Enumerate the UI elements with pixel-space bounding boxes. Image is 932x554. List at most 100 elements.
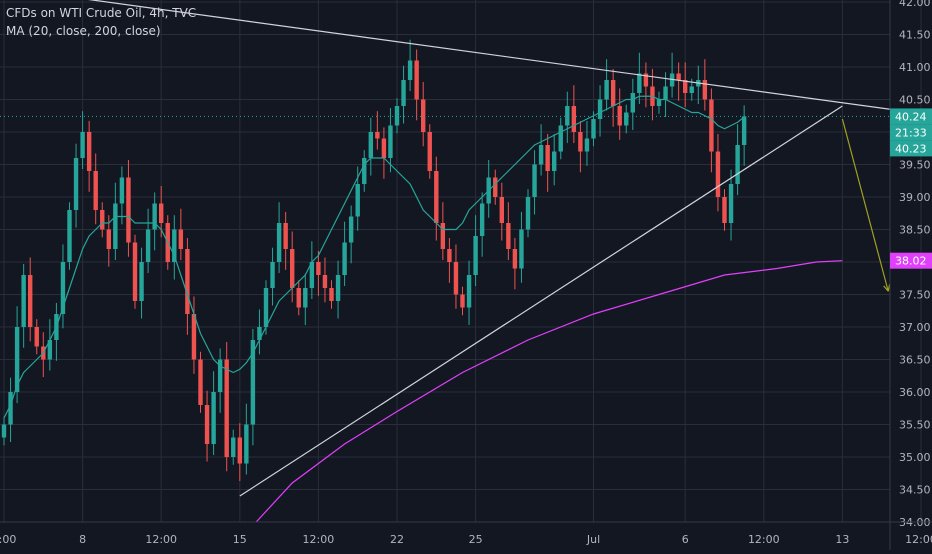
candle-body: [421, 99, 426, 132]
projection-arrow-head: [883, 285, 889, 292]
candle-body: [34, 327, 39, 347]
y-tick-label: 35.00: [899, 451, 931, 464]
candle-body: [591, 119, 596, 139]
candle-body: [368, 132, 373, 158]
x-tick-label: 6: [682, 533, 689, 546]
x-tick-label: 15: [233, 533, 247, 546]
candle-body: [257, 327, 262, 340]
candle-body: [362, 158, 367, 184]
ma20-layer: [3, 95, 745, 419]
candle-body: [303, 288, 308, 308]
countdown-tag: 21:33: [895, 126, 927, 139]
x-tick-label: 8: [79, 533, 86, 546]
candle-body: [388, 125, 393, 158]
candle-body: [119, 177, 125, 204]
ma200-price-tag: 38.02: [895, 255, 927, 268]
trendlines-layer: [0, 0, 891, 497]
candle-body: [624, 112, 629, 126]
candle-body: [93, 171, 98, 210]
candle-body: [185, 249, 190, 314]
candle-body: [460, 294, 465, 308]
candle-body: [28, 275, 33, 327]
candle-body: [73, 158, 79, 210]
candle-body: [538, 145, 544, 165]
candle-body: [204, 405, 210, 444]
y-tick-label: 35.50: [899, 419, 931, 432]
y-tick-label: 39.50: [899, 159, 931, 172]
candle-body: [224, 359, 229, 457]
candle-body: [21, 275, 26, 327]
candle-body: [322, 275, 328, 288]
candle-body: [584, 138, 590, 152]
candles-layer: [1, 39, 747, 482]
candle-body: [172, 229, 177, 262]
candle-body: [643, 73, 649, 87]
candle-body: [434, 171, 439, 223]
x-tick-label: 12:00: [905, 533, 932, 546]
candle-body: [604, 80, 609, 100]
candle-body: [552, 151, 557, 171]
candle-body: [231, 437, 236, 457]
candle-body: [8, 392, 13, 425]
candle-body: [86, 132, 92, 171]
candle-body: [159, 203, 164, 223]
candle-body: [741, 116, 747, 145]
candle-body: [263, 288, 269, 327]
candle-body: [296, 288, 301, 308]
ma20-price-tag: 40.23: [895, 142, 927, 155]
candle-body: [178, 229, 184, 249]
y-tick-label: 41.50: [899, 29, 931, 42]
candle-body: [309, 262, 315, 288]
candle-body: [60, 262, 66, 314]
candle-body: [283, 223, 288, 249]
candle-body: [250, 340, 256, 425]
candle-body: [1, 424, 7, 438]
candle-body: [237, 437, 242, 464]
candle-body: [506, 223, 511, 249]
candle-body: [709, 99, 714, 152]
candle-body: [440, 223, 446, 249]
symbol-title[interactable]: CFDs on WTI Crude Oil, 4h, TVC: [6, 6, 197, 20]
candle-body: [217, 359, 223, 392]
candle-body: [100, 210, 105, 230]
lower-support-trendline: [239, 105, 843, 497]
ma-indicator-label[interactable]: MA (20, close, 200, close): [6, 24, 161, 38]
candle-body: [683, 80, 688, 93]
y-tick-label: 39.00: [899, 191, 931, 204]
candle-body: [14, 327, 20, 392]
candle-body: [401, 80, 406, 106]
candle-body: [578, 132, 583, 152]
candle-body: [453, 262, 459, 295]
chart-legend: CFDs on WTI Crude Oil, 4h, TVC MA (20, c…: [6, 4, 196, 40]
candle-body: [427, 132, 432, 171]
candle-body: [571, 106, 577, 132]
candle-body: [663, 86, 668, 100]
y-tick-label: 40.50: [899, 94, 931, 107]
candle-body: [80, 132, 85, 158]
candle-body: [47, 340, 53, 360]
last-price-tag-bg: [890, 108, 932, 125]
candle-body: [637, 73, 642, 93]
candle-body: [702, 80, 708, 100]
candle-body: [493, 177, 498, 197]
candle-body: [316, 262, 321, 275]
x-tick-label: 22: [390, 533, 404, 546]
candle-body: [715, 151, 721, 197]
y-tick-label: 38.50: [899, 224, 931, 237]
candle-body: [722, 197, 727, 223]
y-tick-label: 36.00: [899, 386, 931, 399]
candle-body: [342, 242, 347, 275]
candle-body: [532, 164, 537, 197]
candle-body: [689, 86, 694, 93]
candle-body: [244, 424, 249, 464]
candle-body: [113, 203, 118, 249]
ma20-price-tag-bg: [890, 140, 932, 157]
candle-body: [276, 223, 282, 262]
candle-body: [558, 125, 563, 152]
x-tick-label: 13: [835, 533, 849, 546]
candle-body: [407, 60, 413, 80]
countdown-tag-bg: [890, 124, 932, 141]
candle-body: [152, 203, 157, 230]
